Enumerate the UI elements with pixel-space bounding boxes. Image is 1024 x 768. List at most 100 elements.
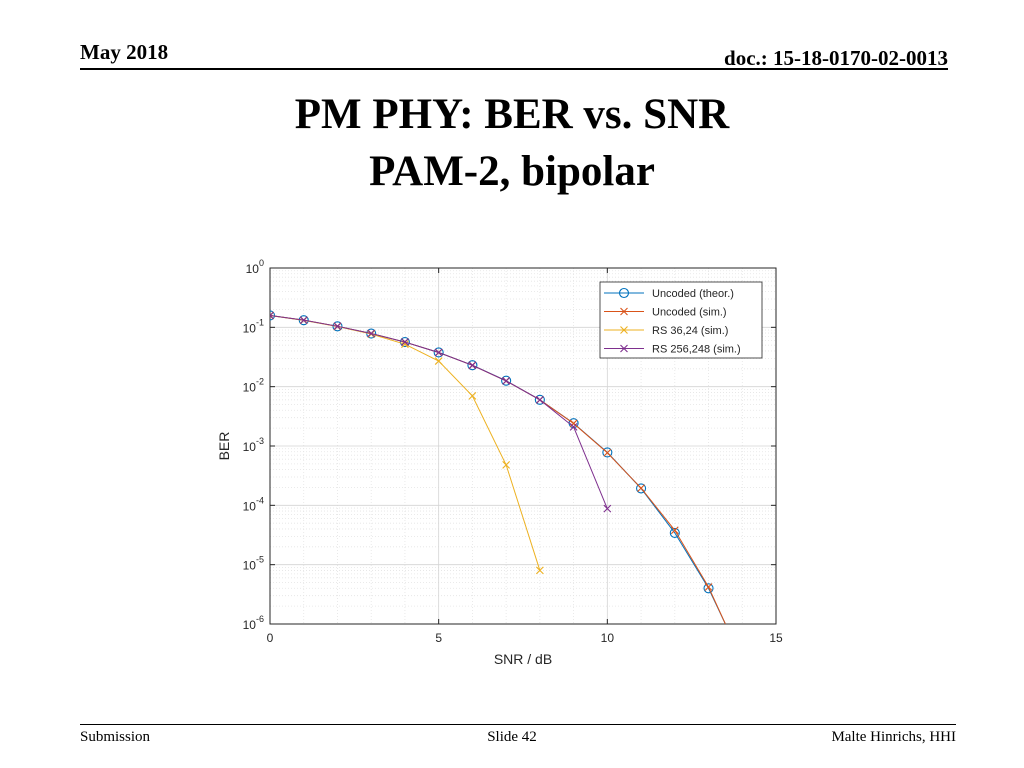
y-tick-exponent: -2 xyxy=(256,377,264,387)
x-marker-stroke xyxy=(603,504,612,513)
chart-grid xyxy=(270,268,776,624)
data-point xyxy=(434,357,443,365)
data-point xyxy=(535,395,544,404)
x-marker-stroke xyxy=(637,484,645,493)
x-marker-stroke xyxy=(468,361,477,370)
legend-marker xyxy=(620,344,628,353)
legend-marker xyxy=(618,287,630,299)
y-tick-label: 100 xyxy=(246,258,264,276)
slide-title: PM PHY: BER vs. SNR PAM-2, bipolar xyxy=(0,86,1024,200)
x-marker-stroke xyxy=(502,461,511,469)
x-marker-stroke xyxy=(620,326,628,334)
x-marker-stroke xyxy=(333,322,342,331)
data-point xyxy=(467,360,478,371)
y-tick-exponent: -3 xyxy=(256,436,264,446)
data-point xyxy=(502,377,511,385)
x-marker-stroke xyxy=(299,316,308,325)
y-tick-label: 10-3 xyxy=(243,436,264,454)
data-point xyxy=(468,391,477,400)
header-doc-id: doc.: 15-18-0170-02-0013 xyxy=(724,46,948,70)
y-tick-exponent: 0 xyxy=(259,258,264,268)
data-point xyxy=(333,322,342,331)
data-point xyxy=(669,527,680,538)
footer-slide-number: Slide 42 xyxy=(487,729,537,745)
footer-submission: Submission xyxy=(80,729,151,745)
x-marker-stroke xyxy=(434,348,443,357)
y-tick-label: 10-1 xyxy=(243,317,264,335)
chart-legend: Uncoded (theor.) Uncoded (sim.) RS 36,24 (… xyxy=(599,281,763,359)
y-axis-label: BER xyxy=(216,432,232,461)
y-tick-exponent: -1 xyxy=(256,317,264,327)
data-point xyxy=(434,348,443,357)
x-marker-stroke xyxy=(569,422,578,431)
data-point xyxy=(332,321,343,332)
x-tick-label: 15 xyxy=(769,631,783,645)
footer-author: Malte Hinrichs, HHI xyxy=(831,729,956,745)
data-point xyxy=(569,419,578,428)
data-point xyxy=(535,566,544,575)
data-point xyxy=(433,347,444,358)
data-point xyxy=(603,504,612,513)
x-marker-stroke xyxy=(535,566,544,575)
y-tick-base: 10 xyxy=(246,262,260,276)
header-divider xyxy=(80,68,948,70)
x-marker-stroke xyxy=(434,357,443,365)
data-point xyxy=(502,461,511,469)
data-point xyxy=(703,583,714,594)
y-tick-base: 10 xyxy=(243,618,257,632)
y-tick-label: 10-4 xyxy=(243,495,264,513)
data-point xyxy=(670,526,679,535)
y-tick-exponent: -4 xyxy=(256,495,264,505)
y-tick-base: 10 xyxy=(243,381,257,395)
data-point xyxy=(501,375,512,386)
x-marker-stroke xyxy=(620,344,628,353)
y-tick-base: 10 xyxy=(243,440,257,454)
data-point xyxy=(468,361,477,370)
y-tick-base: 10 xyxy=(243,321,257,335)
y-tick-label: 10-5 xyxy=(243,555,264,573)
legend-label: RS 36,24 (sim.) xyxy=(652,325,728,337)
footer-divider xyxy=(80,724,956,725)
x-marker-stroke xyxy=(367,329,376,338)
x-marker-stroke xyxy=(620,307,628,316)
x-tick-label: 0 xyxy=(267,631,274,645)
x-marker-stroke xyxy=(704,583,713,591)
data-point xyxy=(603,448,612,457)
data-point xyxy=(704,583,713,591)
x-marker-stroke xyxy=(401,340,409,349)
series-1 xyxy=(270,311,726,624)
data-point xyxy=(602,447,613,458)
y-tick-exponent: -5 xyxy=(256,555,264,565)
data-point xyxy=(367,329,376,338)
x-marker-stroke xyxy=(270,311,274,317)
x-marker-stroke xyxy=(535,395,544,404)
x-marker-stroke xyxy=(270,314,274,320)
data-point xyxy=(534,394,545,405)
data-point xyxy=(270,311,274,320)
data-point xyxy=(399,336,410,348)
y-tick-label: 10-2 xyxy=(243,377,264,395)
x-tick-label: 5 xyxy=(435,631,442,645)
data-point xyxy=(637,484,645,493)
x-marker-stroke xyxy=(401,338,409,346)
slide-title-line-1: PM PHY: BER vs. SNR xyxy=(294,91,730,138)
x-axis-label: SNR / dB xyxy=(494,651,552,667)
y-tick-label: 10-6 xyxy=(243,614,264,632)
data-point xyxy=(270,310,276,321)
header-date: May 2018 xyxy=(80,40,169,64)
data-point xyxy=(299,316,308,325)
y-tick-exponent: -6 xyxy=(256,614,264,624)
x-tick-label: 10 xyxy=(601,631,615,645)
data-point xyxy=(401,338,409,346)
legend-marker xyxy=(620,326,628,334)
legend-label: Uncoded (theor.) xyxy=(652,288,734,300)
data-point xyxy=(636,483,647,494)
slide-title-line-2: PAM-2, bipolar xyxy=(369,148,655,195)
x-marker-stroke xyxy=(670,526,679,535)
y-tick-base: 10 xyxy=(243,499,257,513)
x-marker-stroke xyxy=(468,391,477,400)
x-marker-stroke xyxy=(603,448,612,457)
legend-marker xyxy=(620,307,628,316)
